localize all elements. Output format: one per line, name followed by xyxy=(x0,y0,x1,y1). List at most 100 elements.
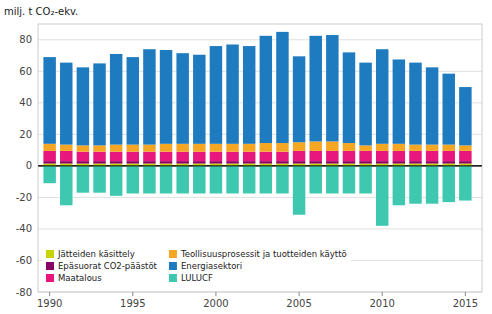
legend: Jätteiden käsittelyEpäsuorat CO2-päästöt… xyxy=(42,244,351,288)
bar xyxy=(426,67,438,144)
bar xyxy=(160,161,172,163)
bar xyxy=(293,56,305,142)
chart: -80-60-40-200204060801990199520002005201… xyxy=(0,0,492,314)
bar xyxy=(426,145,438,151)
x-tick xyxy=(382,292,383,296)
bar xyxy=(93,152,105,161)
bar xyxy=(309,36,321,142)
bar xyxy=(193,55,205,144)
series xyxy=(43,151,471,161)
bar xyxy=(93,63,105,145)
x-tick-label: 1990 xyxy=(37,298,62,309)
x-tick xyxy=(49,292,50,296)
bar xyxy=(243,144,255,152)
bar xyxy=(309,166,321,194)
bar xyxy=(43,57,55,144)
grid-line xyxy=(38,228,482,229)
bar xyxy=(77,67,89,145)
bar xyxy=(143,152,155,161)
bar xyxy=(93,161,105,163)
bar xyxy=(243,46,255,144)
legend-label: Epäsuorat CO2-päästöt xyxy=(58,261,158,271)
x-tick xyxy=(299,292,300,296)
x-tick xyxy=(215,292,216,296)
bar xyxy=(343,151,355,161)
zero-line xyxy=(38,165,482,166)
bar xyxy=(127,57,139,144)
bar xyxy=(127,152,139,161)
bar xyxy=(176,166,188,194)
bar xyxy=(260,143,272,152)
bar xyxy=(409,145,421,151)
bar xyxy=(210,46,222,144)
bar xyxy=(443,151,455,161)
bar xyxy=(160,144,172,152)
bar xyxy=(243,166,255,194)
bar xyxy=(226,144,238,152)
bar xyxy=(110,166,122,196)
bar xyxy=(326,151,338,161)
bar xyxy=(393,166,405,205)
bar xyxy=(409,63,421,145)
y-tick-label: -80 xyxy=(16,287,32,298)
x-tick xyxy=(132,292,133,296)
bar xyxy=(393,59,405,143)
bar xyxy=(60,145,72,151)
bar xyxy=(459,161,471,163)
bar xyxy=(226,166,238,194)
bar xyxy=(276,166,288,194)
legend-label: Maatalous xyxy=(58,273,102,283)
bar xyxy=(376,166,388,226)
bar xyxy=(110,145,122,152)
bar xyxy=(193,144,205,152)
zero-line xyxy=(38,165,482,166)
bar xyxy=(110,161,122,163)
bar xyxy=(326,35,338,141)
bar xyxy=(210,152,222,161)
bar xyxy=(293,166,305,215)
bar xyxy=(293,142,305,151)
bar xyxy=(176,152,188,161)
bar xyxy=(127,166,139,194)
bar xyxy=(459,166,471,201)
bar xyxy=(359,145,371,151)
bar xyxy=(393,144,405,151)
bar xyxy=(43,144,55,151)
series xyxy=(43,32,471,146)
bar xyxy=(93,145,105,151)
y-tick-label: 0 xyxy=(26,160,32,171)
bar xyxy=(176,144,188,152)
bar xyxy=(293,161,305,163)
bar xyxy=(443,145,455,151)
bar xyxy=(343,161,355,163)
bar xyxy=(43,151,55,161)
bar xyxy=(143,166,155,194)
bar xyxy=(276,143,288,152)
bar xyxy=(93,166,105,193)
bar xyxy=(176,53,188,144)
bar xyxy=(260,36,272,143)
bar xyxy=(376,151,388,161)
bar xyxy=(77,166,89,193)
bar xyxy=(243,161,255,163)
bar xyxy=(426,151,438,161)
bar xyxy=(60,166,72,205)
y-tick-label: -20 xyxy=(16,192,32,203)
bar xyxy=(276,161,288,163)
legend-swatch xyxy=(46,262,54,270)
bar xyxy=(210,144,222,152)
bar xyxy=(60,63,72,145)
bar xyxy=(459,87,471,145)
y-tick-label: -60 xyxy=(16,255,32,266)
bar xyxy=(210,166,222,194)
x-tick xyxy=(465,292,466,296)
bar xyxy=(409,166,421,204)
bar xyxy=(443,161,455,163)
legend-label: Energiasektori xyxy=(181,261,242,271)
bars xyxy=(43,32,471,226)
bar xyxy=(443,74,455,145)
y-tick-label: 20 xyxy=(19,129,32,140)
legend-swatch xyxy=(169,262,177,270)
bar xyxy=(359,151,371,161)
bar xyxy=(193,166,205,194)
